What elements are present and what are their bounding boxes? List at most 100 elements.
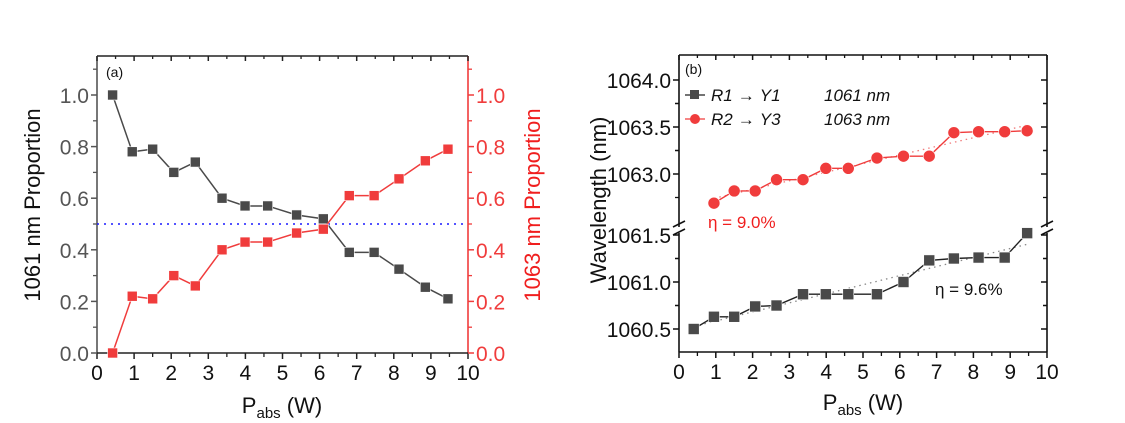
data-point-1061 [998, 251, 1011, 264]
y-tick-label: 0.2 [60, 291, 89, 314]
data-point-1061 [708, 310, 720, 323]
chart-b-xlabel: Pabs (W) [823, 390, 903, 419]
data-point-1063 [841, 162, 855, 175]
data-point-1061 [420, 281, 431, 293]
data-point-1061 [972, 251, 985, 264]
x-tick-label: 10 [1035, 361, 1058, 384]
y-right-tick-label: 0.8 [476, 137, 505, 160]
chart-b-legend: R1 → Y1 1061 nm R2 → Y3 1063 nm [685, 86, 890, 129]
data-point-1063 [147, 293, 158, 305]
data-point-1063 [343, 190, 355, 201]
data-point-1063 [748, 184, 762, 198]
data-point-1061 [126, 146, 138, 158]
data-point-1061 [749, 300, 761, 313]
chart-a-xlabel-sub: abs [256, 405, 280, 422]
data-point-1063 [922, 149, 936, 163]
data-point-1063 [262, 236, 273, 248]
data-point-1063 [318, 223, 329, 235]
data-point-1061 [147, 143, 158, 155]
chart-a-ylabel: 1061 nm Proportion [20, 108, 45, 301]
chart-b: 0 1 2 3 4 5 6 7 8 9 10 1063.0 1063.5 1064.0 1060.5 1061… [586, 54, 1059, 419]
chart-b-panel-label: (b) [685, 61, 702, 77]
legend-wavelength-r2: 1063 nm [824, 110, 890, 129]
data-point-1061 [318, 213, 329, 225]
y-tick-label: 0.4 [60, 240, 90, 263]
chart-a-xlabel-main: P [242, 393, 257, 418]
x-tick-label: 3 [202, 362, 214, 385]
data-point-1061 [442, 293, 454, 305]
chart-b-series [687, 124, 1034, 335]
data-point-1063 [998, 125, 1011, 138]
data-point-1061 [923, 254, 936, 267]
annotation-efficiency-1061: η = 9.6% [935, 280, 1003, 299]
data-point-1063 [190, 280, 201, 292]
data-point-1061 [393, 263, 405, 275]
data-point-1063 [1020, 124, 1034, 138]
data-point-1061 [948, 252, 960, 265]
data-point-1063 [126, 290, 138, 302]
data-point-1063 [107, 347, 118, 359]
data-point-1061 [842, 288, 855, 301]
y-right-tick-label: 0.2 [476, 291, 505, 314]
x-tick-label: 9 [425, 362, 437, 385]
data-point-1061 [239, 200, 251, 212]
chart-b-xlabel-unit: (W) [862, 390, 904, 415]
x-tick-label: 0 [91, 362, 103, 385]
fit-line-1063 [713, 124, 1028, 199]
data-point-1061 [797, 288, 809, 301]
data-point-1061 [770, 299, 783, 312]
legend-label-r2: R2 → Y3 [711, 110, 781, 129]
data-point-1063 [947, 126, 961, 139]
x-tick-label: 6 [894, 361, 906, 384]
data-point-1063 [393, 173, 405, 185]
chart-b-xlabel-main: P [823, 390, 838, 415]
data-point-1061 [687, 323, 700, 335]
data-point-1063 [168, 270, 180, 281]
y-tick-label: 0.0 [60, 343, 89, 366]
data-point-1063 [972, 125, 985, 138]
annotation-efficiency-1063: η = 9.0% [708, 213, 776, 232]
legend-label-r1: R1 → Y1 [711, 86, 781, 105]
legend-wavelength-r1: 1061 nm [824, 86, 890, 105]
y-tick-label: 1061.5 [607, 225, 671, 248]
legend-item-r1: R1 → Y1 1061 nm [685, 86, 890, 105]
chart-a-ylabel-right: 1063 nm Proportion [520, 108, 545, 301]
chart-b-ticks: 0 1 2 3 4 5 6 7 8 9 10 1063.0 1063.5 1064.0 1060.5 1061… [607, 55, 1059, 384]
chart-a-xlabel-unit: (W) [281, 393, 323, 418]
x-tick-label: 9 [1004, 361, 1016, 384]
chart-b-axis-break-left [672, 220, 686, 236]
y-tick-label: 1064.0 [607, 70, 671, 93]
data-point-1063 [216, 244, 228, 256]
y-right-tick-label: 0.0 [476, 343, 505, 366]
data-point-1063 [727, 184, 741, 198]
y-right-tick-label: 0.6 [476, 188, 505, 211]
chart-b-ylabel: Wavelength (nm) [586, 117, 611, 284]
x-tick-label: 5 [277, 362, 289, 385]
data-point-1061 [368, 247, 380, 258]
x-tick-label: 3 [784, 361, 796, 384]
data-point-1063 [770, 173, 783, 186]
data-point-1063 [707, 196, 721, 210]
chart-a-panel-label: (a) [106, 64, 123, 80]
data-point-1063 [819, 162, 833, 175]
chart-a-ticks: 0 1 2 3 4 5 6 7 8 9 100.00.20.40.60.81.00.00.20.40… [60, 56, 506, 385]
data-point-1061 [262, 200, 273, 212]
x-tick-label: 7 [351, 362, 363, 385]
x-tick-label: 6 [314, 362, 326, 385]
data-point-1061 [107, 89, 118, 101]
data-point-1061 [820, 288, 832, 301]
y-tick-label: 1063.0 [607, 164, 671, 187]
x-tick-label: 4 [820, 361, 832, 384]
x-tick-label: 5 [857, 361, 869, 384]
data-point-1063 [239, 236, 251, 248]
x-tick-label: 1 [128, 362, 140, 385]
data-point-1061 [168, 167, 180, 178]
legend-item-r2: R2 → Y3 1063 nm [685, 110, 890, 129]
chart-b-xlabel-sub: abs [837, 402, 861, 419]
data-point-1063 [870, 151, 884, 165]
x-tick-label: 0 [673, 361, 685, 384]
x-tick-label: 10 [456, 362, 479, 385]
data-point-1061 [343, 247, 355, 258]
y-tick-label: 1.0 [60, 85, 89, 108]
